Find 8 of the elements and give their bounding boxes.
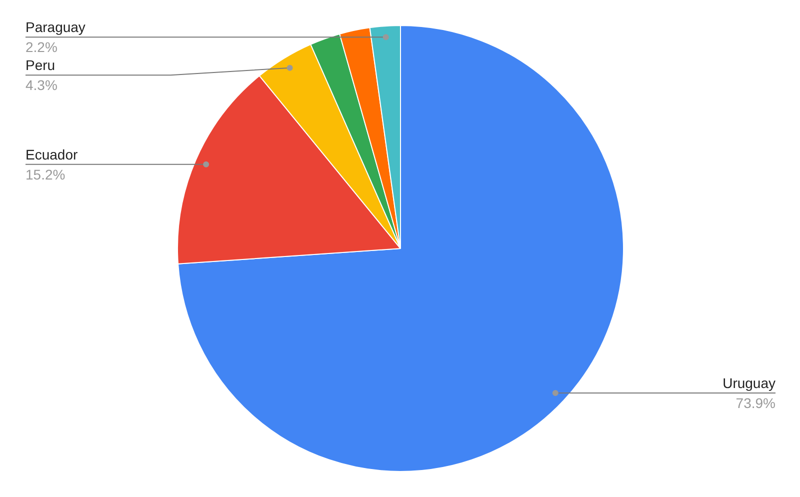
slice-label: Paraguay xyxy=(26,19,86,36)
slice-label: Uruguay xyxy=(722,375,776,392)
data-label: 73.9% xyxy=(736,395,776,412)
data-label: 4.3% xyxy=(26,77,58,94)
slice-label: Ecuador xyxy=(26,146,78,162)
data-label: 15.2% xyxy=(26,166,66,182)
slice-label: Peru xyxy=(26,57,56,74)
data-label: 2.2% xyxy=(26,39,58,56)
